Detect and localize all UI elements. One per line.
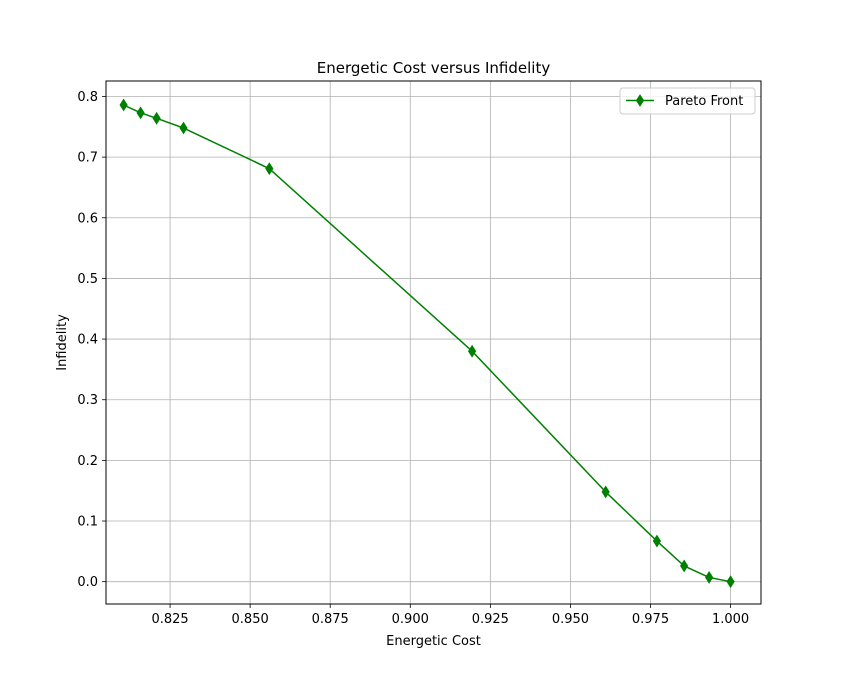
series-layer: [119, 98, 735, 589]
x-tick-label: 0.850: [232, 612, 269, 627]
legend: Pareto Front: [619, 87, 756, 115]
y-tick-label: 0.4: [77, 333, 98, 348]
grid: [106, 81, 761, 604]
x-tick-label: 0.950: [552, 612, 589, 627]
x-tick-label: 0.975: [632, 612, 669, 627]
y-tick-label: 0.6: [77, 211, 98, 226]
x-tick-label: 0.925: [472, 612, 509, 627]
y-axis: 0.0 0.1 0.2 0.3 0.4 0.5 0.6 0.7 0.8: [77, 90, 106, 590]
legend-box: [619, 87, 756, 115]
data-point: [726, 575, 735, 589]
data-point: [680, 559, 689, 573]
y-tick-label: 0.7: [77, 151, 98, 166]
x-axis-label: Energetic Cost: [386, 634, 481, 649]
x-axis: 0.825 0.850 0.875 0.900 0.925 0.950 0.975 1.000: [151, 604, 749, 627]
y-tick-label: 0.8: [77, 90, 98, 105]
data-point: [265, 162, 274, 176]
y-axis-label: Infidelity: [55, 314, 70, 371]
data-point: [136, 106, 145, 120]
x-tick-label: 1.000: [712, 612, 749, 627]
y-tick-label: 0.3: [77, 393, 98, 408]
x-tick-label: 0.900: [392, 612, 429, 627]
x-tick-label: 0.825: [151, 612, 188, 627]
y-tick-label: 0.2: [77, 454, 98, 469]
legend-label: Pareto Front: [665, 94, 743, 109]
data-point: [652, 534, 661, 548]
y-tick-label: 0.5: [77, 272, 98, 287]
data-point: [179, 121, 188, 135]
y-tick-label: 0.0: [77, 575, 98, 590]
data-point: [705, 571, 714, 584]
chart-title: Energetic Cost versus Infidelity: [317, 59, 551, 77]
data-point: [119, 98, 128, 112]
x-tick-label: 0.875: [312, 612, 349, 627]
y-tick-label: 0.1: [77, 515, 98, 530]
data-point: [601, 485, 610, 499]
data-point: [152, 111, 161, 125]
data-point: [468, 344, 477, 358]
plot-area-frame: [105, 80, 762, 605]
legend-marker: [635, 94, 645, 107]
